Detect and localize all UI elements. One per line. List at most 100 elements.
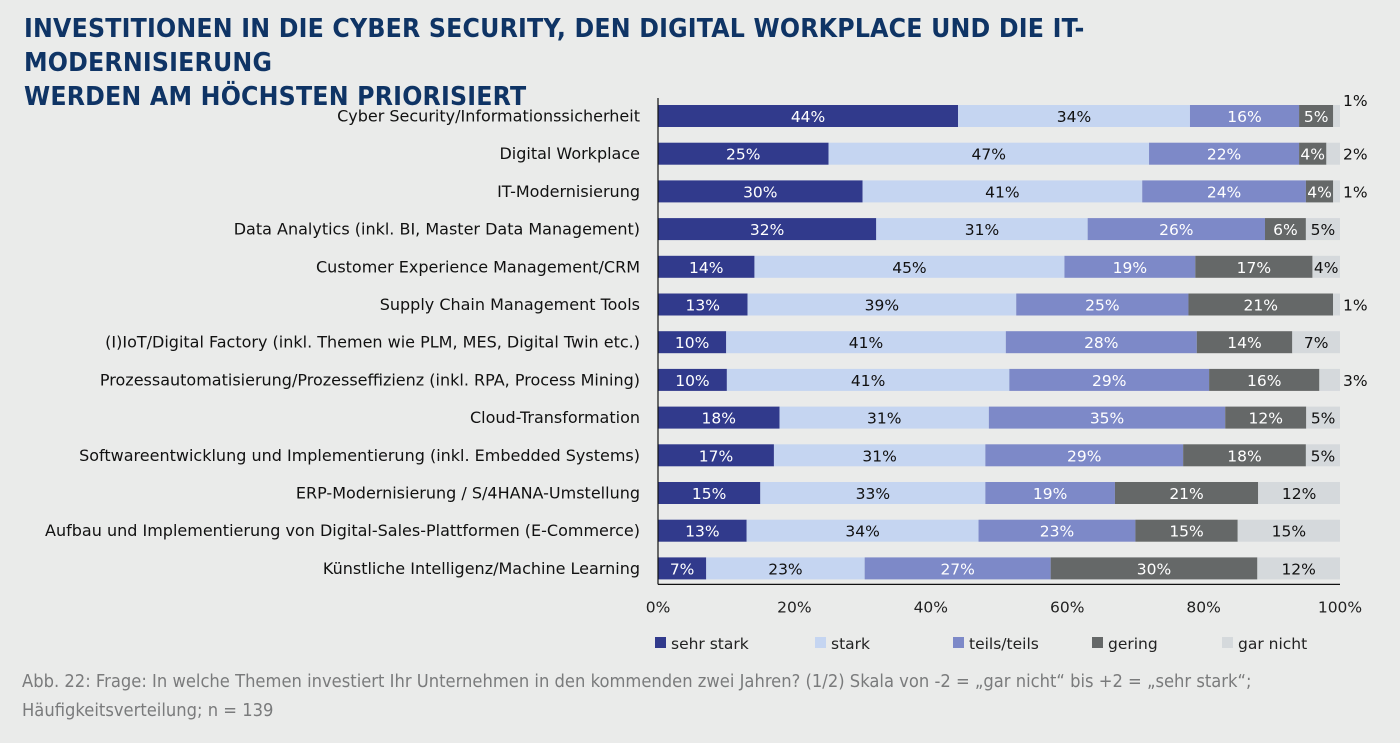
bar-segment-teils-teils xyxy=(978,519,1136,542)
data-label: 1% xyxy=(1343,183,1368,201)
bar-segment-teils-teils xyxy=(985,444,1184,467)
bar-segment-sehr-stark xyxy=(658,482,761,504)
data-label: 29% xyxy=(1092,372,1126,390)
data-label: 13% xyxy=(685,523,719,541)
bar-segment-gar-nicht xyxy=(1306,406,1340,429)
bar-segment-teils-teils xyxy=(1064,255,1196,278)
data-label: 10% xyxy=(675,372,709,390)
data-label: 7% xyxy=(670,560,695,578)
data-label: 45% xyxy=(892,259,926,277)
data-label: 17% xyxy=(699,447,733,465)
data-label: 26% xyxy=(1159,221,1193,239)
bar-segment-teils-teils xyxy=(1016,293,1189,316)
data-label: 21% xyxy=(1169,485,1203,503)
data-label: 18% xyxy=(1227,447,1261,465)
data-label: 6% xyxy=(1273,221,1298,239)
data-label: 23% xyxy=(768,560,802,578)
bar-segment-sehr-stark xyxy=(658,444,774,467)
data-label: 16% xyxy=(1227,108,1261,126)
data-label: 12% xyxy=(1281,560,1315,578)
bar-segment-stark xyxy=(726,331,1006,354)
data-label: 25% xyxy=(1085,297,1119,315)
category-label: ERP-Modernisierung / S/4HANA-Umstellung xyxy=(296,484,640,503)
bar-segment-stark xyxy=(706,557,865,580)
data-label: 19% xyxy=(1113,259,1147,277)
legend-swatch xyxy=(655,637,666,648)
data-label: 3% xyxy=(1343,372,1368,390)
legend-label: gering xyxy=(1108,635,1158,653)
data-label: 15% xyxy=(1169,523,1203,541)
data-label: 33% xyxy=(856,485,890,503)
data-label: 32% xyxy=(750,221,784,239)
bar-segment-gering xyxy=(1299,142,1327,165)
data-label: 47% xyxy=(972,146,1006,164)
data-label: 12% xyxy=(1282,485,1316,503)
bar-segment-gering xyxy=(1225,406,1307,429)
legend-item: gar nicht xyxy=(1222,635,1307,653)
data-label: 21% xyxy=(1244,297,1278,315)
bar-segment-teils-teils xyxy=(864,557,1051,580)
legend-swatch xyxy=(1222,637,1233,648)
legend-item: gering xyxy=(1092,635,1158,653)
x-tick-label: 100% xyxy=(1318,598,1362,616)
bar-segment-gar-nicht xyxy=(1305,444,1340,467)
bar-row: 10% 41% 28% 14% 7% xyxy=(658,331,1340,354)
category-label: (I)IoT/Digital Factory (inkl. Themen wie… xyxy=(105,333,640,352)
data-label: 1% xyxy=(1343,92,1368,110)
legend-swatch xyxy=(1092,637,1103,648)
bar-row: 32% 31% 26% 6% 5% xyxy=(658,218,1340,241)
data-label: 15% xyxy=(1272,523,1306,541)
data-label: 14% xyxy=(689,259,723,277)
bar-segment-gering xyxy=(1209,368,1320,391)
bar-segment-gar-nicht xyxy=(1333,180,1340,203)
bar-segment-stark xyxy=(760,482,986,504)
data-label: 31% xyxy=(965,221,999,239)
data-label: 27% xyxy=(940,560,974,578)
x-tick-label: 0% xyxy=(646,598,671,616)
data-label: 19% xyxy=(1033,485,1067,503)
data-label: 25% xyxy=(726,146,760,164)
x-axis-ticks: 0% 20% 40% 60% 80% 100% xyxy=(646,598,1362,616)
bar-segment-gar-nicht xyxy=(1258,482,1340,504)
bar-segment-stark xyxy=(754,255,1065,278)
bar-segment-stark xyxy=(726,368,1010,391)
bar-row: 44% 34% 16% 5% 1% xyxy=(658,92,1368,127)
data-label: 4% xyxy=(1314,259,1339,277)
bar-segment-gar-nicht xyxy=(1333,105,1340,127)
bar-segment-gering xyxy=(1114,482,1259,504)
bar-segment-stark xyxy=(779,406,989,429)
bar-segment-stark xyxy=(828,142,1150,165)
legend-swatch xyxy=(953,637,964,648)
bar-segment-sehr-stark xyxy=(658,142,829,165)
data-label: 44% xyxy=(791,108,825,126)
category-label: Cloud-Transformation xyxy=(470,408,640,427)
data-label: 28% xyxy=(1084,334,1118,352)
data-label: 5% xyxy=(1311,410,1336,428)
category-label: Supply Chain Management Tools xyxy=(380,295,640,314)
bar-segment-sehr-stark xyxy=(658,406,780,429)
bar-segment-gering xyxy=(1305,180,1334,203)
bar-segment-teils-teils xyxy=(1005,331,1197,354)
bar-segment-gar-nicht xyxy=(1257,557,1340,580)
data-label: 31% xyxy=(862,447,896,465)
bar-segment-teils-teils xyxy=(988,406,1226,429)
bar-segment-stark xyxy=(773,444,986,467)
legend-item: stark xyxy=(815,635,870,653)
x-tick-label: 60% xyxy=(1050,598,1084,616)
bar-segment-teils-teils xyxy=(1189,105,1300,127)
data-label: 23% xyxy=(1040,523,1074,541)
bar-segment-gar-nicht xyxy=(1333,293,1340,316)
legend-swatch xyxy=(815,637,826,648)
data-label: 34% xyxy=(845,523,879,541)
bar-segment-sehr-stark xyxy=(658,218,877,241)
category-label: Data Analytics (inkl. BI, Master Data Ma… xyxy=(234,220,640,239)
legend-label: sehr stark xyxy=(671,635,749,653)
bar-row: 10% 41% 29% 16% 3% xyxy=(658,368,1368,391)
category-label: Customer Experience Management/CRM xyxy=(316,257,640,276)
legend-item: teils/teils xyxy=(953,635,1039,653)
bars-layer: 44% 34% 16% 5%1%25% 47% 22% 4% 2%30% 41% 24% 4% 1%3… xyxy=(658,92,1368,580)
bar-segment-gering xyxy=(1050,557,1258,580)
bar-segment-gering xyxy=(1195,255,1313,278)
legend: sehr stark stark teils/teils gering gar nich… xyxy=(655,635,1307,653)
bar-row: 7% 23% 27% 30% 12% xyxy=(658,557,1340,580)
